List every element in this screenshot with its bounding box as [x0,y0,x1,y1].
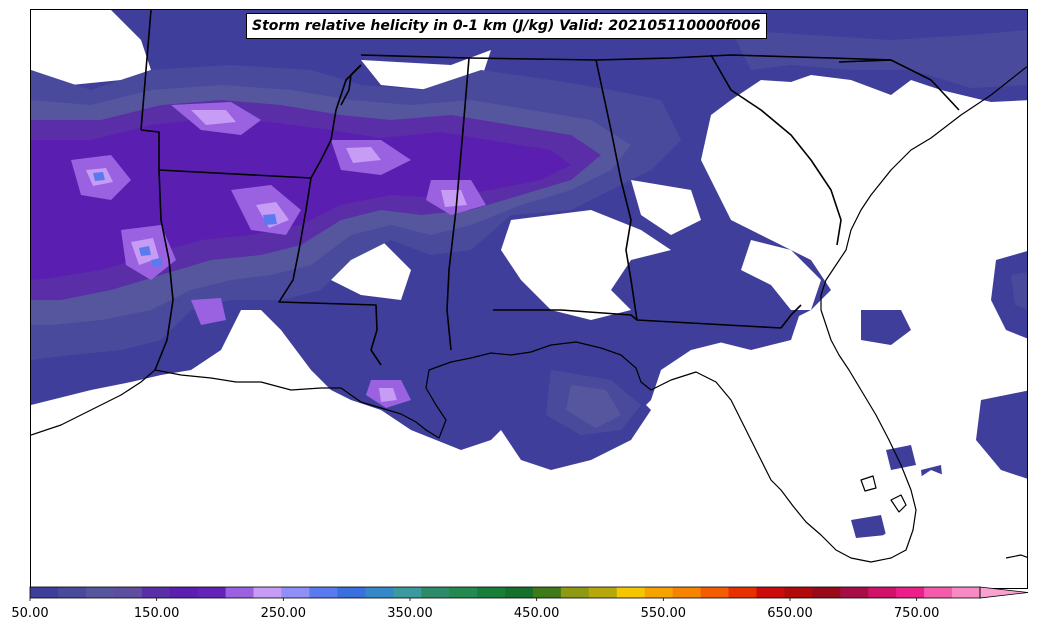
srh-contour-low [976,390,1027,479]
colorbar-swatch [700,587,730,598]
colorbar-swatch [113,587,143,598]
state-border-line [838,59,960,111]
state-border-line [360,54,892,61]
colorbar-swatch [421,587,450,598]
colorbar-extend-arrow [979,586,1029,599]
colorbar-swatch [309,587,338,598]
state-border-line [140,10,152,131]
colorbar-tick-label: 550.00 [640,606,687,621]
colorbar-swatch [505,587,534,598]
colorbar-swatch [952,587,981,598]
colorbar-swatch [253,587,282,598]
srh-contour-low [851,515,886,538]
colorbar-swatch [924,587,953,598]
colorbar-swatch [393,587,422,598]
colorbar-swatch [30,587,59,598]
srh-below-threshold [631,180,701,235]
srh-contour-low [521,290,801,380]
coastline-segment [860,475,877,492]
colorbar-swatch [449,587,478,598]
srh-contour-low [886,445,916,470]
colorbar-swatch [225,587,255,598]
coastline [31,65,1027,563]
colorbar-tick-label: 350.00 [387,606,433,621]
colorbar [29,586,1029,601]
state-border-line [710,54,842,246]
colorbar-swatch [365,587,394,598]
srh-contour-low [861,310,911,345]
colorbar-swatch [141,587,171,598]
colorbar-swatch [896,587,925,598]
state-border-line [780,304,802,329]
colorbar-swatch [85,587,115,598]
colorbar-swatch [616,587,646,598]
state-border-line [446,57,470,351]
state-border-line [278,177,382,366]
state-border-line [140,64,362,179]
colorbar-swatch [812,587,841,598]
map-title: Storm relative helicity in 0-1 km (J/kg)… [246,13,767,39]
coastline-segment [31,65,1027,563]
colorbar-tick-label: 650.00 [767,606,813,621]
colorbar-swatch [588,587,618,598]
srh-contour-level-5 [191,298,226,325]
colorbar-tick-label: 250.00 [260,606,307,621]
srh-contour-level-7 [139,246,151,256]
srh-contour-low [991,251,1027,339]
colorbar-swatch [784,587,813,598]
srh-below-threshold [741,240,821,310]
srh-contour-level-6 [379,388,397,402]
colorbar-swatch [644,587,674,598]
state-borders [140,10,960,371]
helicity-field [31,10,1027,588]
srh-below-threshold [31,400,1027,588]
srh-contour-level-6 [191,110,236,125]
colorbar-swatch [756,587,785,598]
colorbar-swatch [532,587,562,598]
colorbar-outline [29,586,981,599]
state-border-line [595,59,638,321]
colorbar-swatch [840,587,869,598]
srh-contour-level-1 [1011,272,1027,310]
coastline-segment [1005,554,1027,559]
colorbar-swatch [728,587,757,598]
colorbar-swatch [57,587,87,598]
colorbar-swatch [281,587,310,598]
srh-contour-level-2 [566,385,621,428]
colorbar-swatch [560,587,590,598]
map-canvas [31,10,1027,588]
state-border-line [154,169,174,371]
map-panel [30,9,1028,589]
coastline-segment [890,494,907,513]
srh-below-threshold [31,10,151,85]
state-border-line [340,64,362,106]
colorbar-swatch [197,587,227,598]
colorbar-swatch [672,587,702,598]
colorbar-swatch [477,587,506,598]
colorbar-swatch [868,587,897,598]
srh-contour-level-6 [441,190,467,207]
colorbar-tick-label: 50.00 [11,606,49,621]
colorbar-swatch [169,587,199,598]
srh-contour-level-7 [151,258,163,267]
state-border-line [493,309,782,329]
colorbar-tick-label: 450.00 [513,606,560,621]
colorbar-tick-label: 150.00 [133,606,180,621]
srh-contour-level-6 [346,147,381,163]
srh-contour-level-7 [263,214,277,225]
srh-contour-level-7 [93,172,105,181]
colorbar-swatch [337,587,366,598]
colorbar-tick-label: 750.00 [893,606,940,621]
